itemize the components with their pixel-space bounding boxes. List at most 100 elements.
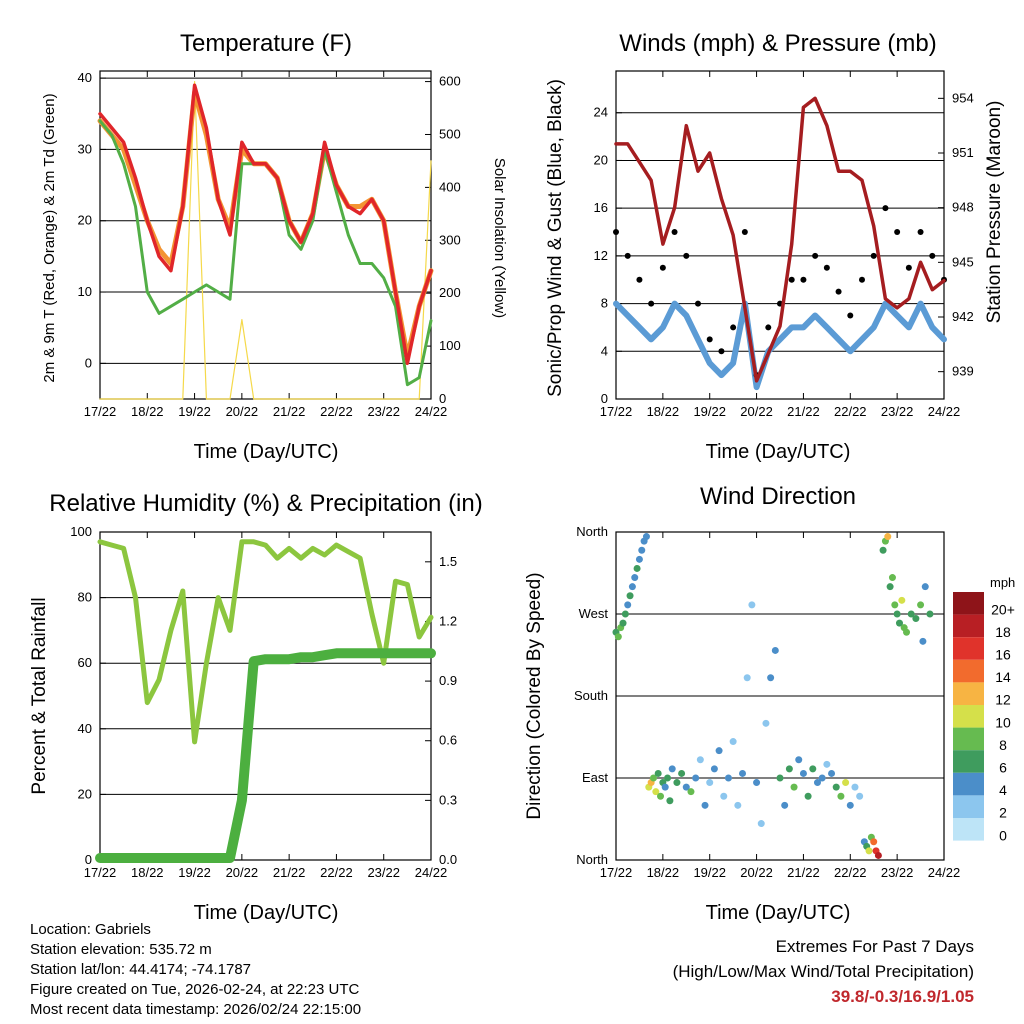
- winds-y-tick-label: 16: [594, 200, 608, 215]
- wind-direction-point: [813, 779, 821, 787]
- gust-point: [659, 264, 666, 271]
- gust-point: [730, 324, 737, 331]
- gust-point: [718, 348, 725, 355]
- wind-direction-y-tick-label: East: [582, 770, 608, 785]
- wind-direction-point: [626, 592, 634, 600]
- wind-direction-point: [710, 765, 718, 773]
- recent-data-timestamp: Most recent data timestamp: 2026/02/24 2…: [30, 1001, 362, 1018]
- temperature-y2-tick-label: 200: [439, 285, 461, 300]
- wind-speed-legend-label: 16: [995, 647, 1011, 663]
- solar-insolation-line: [99, 80, 432, 400]
- wind-speed-legend-swatch: [953, 727, 984, 751]
- humidity-y2-tick-label: 0.0: [439, 852, 457, 867]
- humidity-y2-tick-label: 1.2: [439, 613, 457, 628]
- temperature-x-tick-label: 22/22: [320, 404, 353, 419]
- wind-direction-point: [696, 756, 704, 764]
- winds-y-tick-label: 24: [594, 105, 608, 120]
- station-latlon: Station lat/lon: 44.4174; -74.1787: [30, 961, 252, 978]
- winds-y2-tick-label: 948: [952, 200, 974, 215]
- humidity-y-tick-label: 80: [78, 590, 92, 605]
- wind-direction-x-tick-label: 19/22: [693, 865, 726, 880]
- wind-direction-point: [926, 610, 934, 618]
- wind-direction-point: [661, 783, 669, 791]
- wind-direction-point: [701, 801, 709, 809]
- humidity-x-tick-label: 24/22: [415, 865, 448, 880]
- temperature-y2-tick-label: 400: [439, 179, 461, 194]
- gust-point: [624, 252, 631, 259]
- humidity-x-tick-label: 21/22: [273, 865, 306, 880]
- temperature-y2-tick-label: 100: [439, 338, 461, 353]
- temperature-x-tick-label: 21/22: [273, 404, 306, 419]
- wind-direction-point: [621, 610, 629, 618]
- wind-direction-chart-title: Wind Direction: [700, 483, 856, 510]
- wind-speed-legend-label: 20+: [991, 601, 1015, 617]
- precipitation-line: [95, 648, 436, 863]
- wind-speed-legend-swatch: [953, 592, 984, 615]
- humidity-y2-tick-label: 0.6: [439, 733, 457, 748]
- humidity-y2-tick-label: 0.9: [439, 673, 457, 688]
- winds-y-tick-label: 4: [601, 343, 608, 358]
- wind-speed-legend-label: 8: [999, 737, 1007, 753]
- wind-direction-point: [668, 765, 676, 773]
- winds-y-label: Sonic/Prop Wind & Gust (Blue, Black): [545, 79, 566, 397]
- station-location: Location: Gabriels: [30, 921, 151, 938]
- humidity-y2-tick-label: 0.3: [439, 792, 457, 807]
- wind-direction-point: [687, 788, 695, 796]
- wind-direction-point: [638, 546, 646, 554]
- wind-speed-legend-swatch: [953, 818, 984, 841]
- wind-direction-x-tick-label: 20/22: [740, 865, 773, 880]
- humidity-y-tick-label: 60: [78, 655, 92, 670]
- wind-direction-point: [739, 769, 747, 777]
- extremes-title: Extremes For Past 7 Days: [775, 937, 974, 956]
- wind-direction-point: [799, 769, 807, 777]
- extremes-block: Extremes For Past 7 Days (High/Low/Max W…: [673, 934, 974, 1009]
- wind-direction-point: [619, 619, 627, 627]
- wind-speed-legend-swatch: [953, 682, 984, 705]
- winds-y-tick-label: 12: [594, 248, 608, 263]
- gust-point: [613, 229, 619, 236]
- temperature-y2-tick-label: 0: [439, 391, 446, 406]
- gust-point: [847, 312, 854, 319]
- wind-direction-y-tick-label: North: [576, 524, 608, 539]
- temperature-y-label: 2m & 9m T (Red, Orange) & 2m Td (Green): [41, 93, 58, 382]
- wind-direction-point: [628, 583, 636, 591]
- wind-speed-legend-label: 0: [999, 827, 1007, 843]
- wind-direction-point: [729, 738, 737, 746]
- wind-direction-point: [624, 601, 632, 609]
- gust-point: [683, 252, 690, 259]
- temperature-y-tick-label: 0: [85, 355, 92, 370]
- winds-x-tick-label: 18/22: [647, 404, 680, 419]
- wind-direction-point: [870, 838, 878, 846]
- wind-direction-point: [682, 783, 690, 791]
- wind-direction-point: [776, 774, 784, 782]
- wind-direction-y-tick-label: North: [576, 852, 608, 867]
- wind-direction-point: [832, 783, 840, 791]
- wind-direction-point: [898, 596, 906, 604]
- wind-speed-legend-swatch: [953, 659, 984, 683]
- wind-direction-point: [895, 619, 903, 627]
- humidity-x-label: Time (Day/UTC): [194, 902, 339, 924]
- wind-speed-legend-label: 2: [999, 805, 1007, 821]
- gust-point: [905, 264, 912, 271]
- humidity-y-tick-label: 40: [78, 721, 92, 736]
- relative-humidity-line: [97, 539, 434, 745]
- winds-x-label: Time (Day/UTC): [706, 441, 851, 463]
- wind-direction-point: [654, 769, 662, 777]
- wind-speed-legend-swatch: [953, 614, 984, 638]
- temperature-y-tick-label: 40: [78, 70, 92, 85]
- temperature-x-tick-label: 17/22: [84, 404, 117, 419]
- gust-point: [870, 252, 877, 259]
- temperature-x-tick-label: 24/22: [415, 404, 448, 419]
- winds-y2-label: Station Pressure (Maroon): [984, 101, 1005, 324]
- temperature-x-label: Time (Day/UTC): [194, 441, 339, 463]
- gust-point: [765, 324, 772, 331]
- temperature-y2-label: Solar Insolation (Yellow): [491, 158, 508, 318]
- wind-direction-x-tick-label: 21/22: [787, 865, 820, 880]
- wind-direction-point: [785, 765, 793, 773]
- wind-direction-point: [757, 820, 765, 828]
- extremes-subtitle: (High/Low/Max Wind/Total Precipitation): [672, 962, 974, 981]
- wind-direction-point: [633, 564, 641, 572]
- winds-y-tick-label: 20: [594, 152, 608, 167]
- wind-direction-point: [846, 801, 854, 809]
